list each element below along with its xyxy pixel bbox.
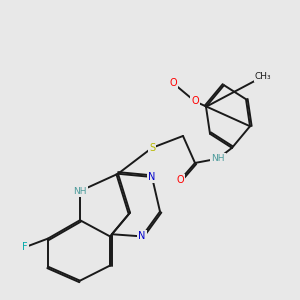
Text: O: O xyxy=(191,96,199,106)
Text: S: S xyxy=(149,143,155,153)
Text: F: F xyxy=(22,242,28,252)
Text: N: N xyxy=(138,231,146,242)
Text: CH₃: CH₃ xyxy=(255,72,271,81)
Text: O: O xyxy=(169,78,177,88)
Text: O: O xyxy=(176,175,184,185)
Text: NH: NH xyxy=(211,154,225,163)
Text: N: N xyxy=(148,172,156,182)
Text: NH: NH xyxy=(73,187,87,196)
